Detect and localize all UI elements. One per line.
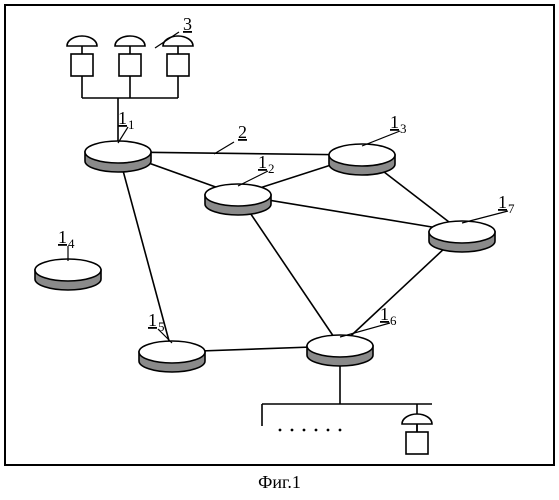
node-label: 1: [498, 192, 507, 212]
terminal-icon: [406, 432, 428, 454]
node-label-sub: 2: [268, 161, 275, 176]
node-label: 1: [258, 152, 267, 172]
network-diagram: 2311121314151617: [0, 0, 559, 500]
node-label: 1: [148, 310, 157, 330]
terminal-cap-icon: [115, 36, 145, 46]
nodes-group: [35, 141, 495, 372]
node-label-sub: 5: [158, 319, 165, 334]
node-label-sub: 6: [390, 313, 397, 328]
network-node: [139, 341, 205, 372]
edge: [238, 195, 340, 346]
terminal-icon: [167, 54, 189, 76]
annotation-label: 3: [183, 14, 192, 34]
network-node: [329, 144, 395, 175]
network-node: [205, 184, 271, 215]
network-node: [307, 335, 373, 366]
network-node: [85, 141, 151, 172]
terminal-cap-icon: [402, 414, 432, 424]
edges-group: [118, 152, 462, 352]
edge-label: 2: [238, 122, 247, 142]
network-node: [429, 221, 495, 252]
terminal-icon: [71, 54, 93, 76]
terminal-cap-icon: [67, 36, 97, 46]
node-label-sub: 4: [68, 236, 75, 251]
node-label-sub: 3: [400, 121, 407, 136]
node-label: 1: [118, 108, 127, 128]
terminal-icon: [119, 54, 141, 76]
node-label: 1: [390, 112, 399, 132]
node-label-sub: 1: [128, 117, 135, 132]
node-label-sub: 7: [508, 201, 515, 216]
edge: [118, 152, 362, 155]
terminal-cap-icon: [163, 36, 193, 46]
node-label: 1: [380, 304, 389, 324]
network-node: [35, 259, 101, 290]
node-label: 1: [58, 227, 67, 247]
figure-caption: Фиг.1: [0, 472, 559, 493]
